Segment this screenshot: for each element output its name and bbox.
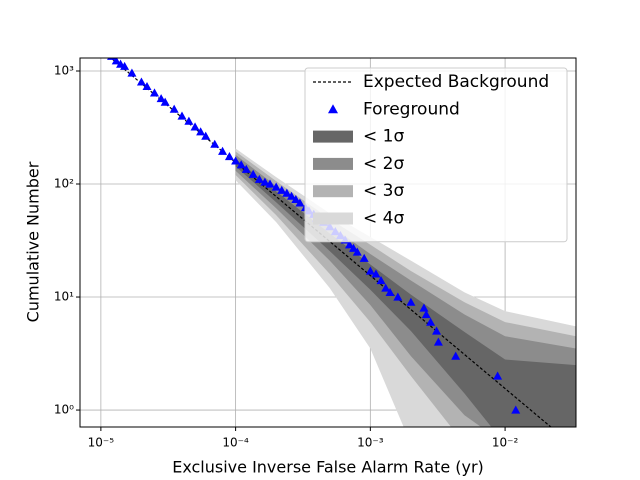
axes-frame (79, 57, 577, 428)
foreground-point (376, 276, 386, 285)
foreground-point (260, 177, 270, 186)
foreground-point (265, 179, 275, 188)
foreground-point (142, 81, 152, 91)
foreground-point (282, 188, 292, 197)
foreground-point (371, 269, 381, 278)
foreground-point (451, 351, 461, 360)
legend-label: < 1σ (363, 127, 404, 147)
foreground-point (291, 194, 301, 204)
foreground-point (352, 247, 362, 256)
y-axis-label: Cumulative Number (24, 161, 43, 322)
foreground-point (406, 297, 416, 306)
foreground-point (201, 131, 211, 140)
x-tick-label: 10⁻⁵ (88, 436, 115, 450)
foreground-point (432, 326, 442, 335)
legend-box (304, 67, 568, 243)
foreground-point (196, 127, 206, 136)
legend-swatch (313, 185, 353, 198)
foreground-point (385, 287, 395, 296)
legend-marker (328, 104, 338, 114)
x-tick-label: 10⁻³ (357, 436, 384, 450)
foreground-point (120, 61, 130, 70)
foreground-point (493, 371, 503, 380)
foreground-point (224, 152, 234, 161)
foreground-point (136, 77, 146, 86)
y-tick-label: 10⁰ (54, 403, 74, 417)
legend-label: < 3σ (363, 181, 404, 201)
foreground-point (287, 191, 297, 200)
foreground-point (107, 58, 117, 60)
foreground-point (359, 253, 369, 262)
foreground-point (295, 198, 305, 207)
foreground-point (381, 283, 391, 292)
foreground-point (160, 97, 170, 106)
legend-label: < 2σ (363, 154, 404, 174)
y-tick-label: 10³ (54, 63, 74, 77)
foreground-point (365, 266, 375, 275)
legend-label: < 4σ (363, 209, 404, 229)
y-tick-label: 10¹ (54, 290, 74, 304)
x-axis-label: Exclusive Inverse False Alarm Rate (yr) (172, 458, 484, 477)
legend-label: Foreground (363, 99, 460, 119)
foreground-point (156, 94, 166, 103)
foreground-point (177, 111, 187, 120)
foreground-point (419, 303, 429, 312)
y-tick-label: 10² (54, 177, 74, 191)
foreground-point (218, 146, 228, 155)
foreground-point (254, 174, 264, 183)
x-tick-label: 10⁻⁴ (222, 436, 249, 450)
foreground-point (236, 160, 246, 169)
legend-swatch (313, 130, 353, 143)
foreground-point (127, 68, 137, 77)
foreground-point (210, 139, 220, 148)
foreground-point (277, 185, 287, 194)
foreground-point (393, 292, 403, 301)
legend-swatch (313, 157, 353, 170)
foreground-point (511, 405, 521, 414)
foreground-point (231, 156, 241, 165)
foreground-point (426, 317, 436, 326)
legend-label: Expected Background (363, 72, 549, 92)
legend-swatch (313, 212, 353, 225)
foreground-point (169, 104, 179, 113)
expected-line (110, 58, 552, 427)
foreground-point (241, 164, 251, 173)
foreground-point (111, 58, 121, 65)
legend: Expected Background Foreground < 1σ < 2σ < 3… (304, 67, 568, 243)
foreground-point (421, 310, 431, 319)
foreground-point (271, 182, 281, 191)
foreground-point (184, 116, 194, 125)
sigma-band (235, 158, 576, 427)
foreground-point (248, 169, 258, 178)
foreground-point (149, 88, 159, 97)
foreground-point (433, 337, 443, 346)
x-tick-label: 10⁻² (492, 436, 519, 450)
foreground-point (344, 240, 354, 249)
foreground-point (190, 122, 200, 131)
foreground-point (349, 243, 359, 252)
